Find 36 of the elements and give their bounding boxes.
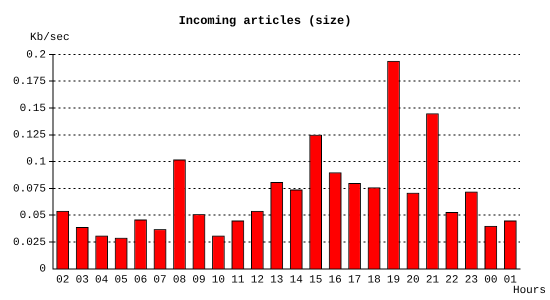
chart-title: Incoming articles (size) <box>178 14 352 28</box>
y-tick-label: 0 <box>39 264 46 276</box>
x-tick-label: 13 <box>270 274 284 286</box>
x-tick-label: 03 <box>76 274 89 286</box>
x-tick-label: 21 <box>426 274 440 286</box>
x-tick-label: 12 <box>250 274 264 286</box>
x-tick-label: 04 <box>95 274 109 286</box>
x-tick-label: 02 <box>56 274 70 286</box>
x-tick-label: 00 <box>484 274 498 286</box>
y-tick-label: 0.2 <box>26 49 46 62</box>
x-tick-label: 17 <box>348 274 362 286</box>
x-tick-label: 09 <box>192 274 206 286</box>
x-tick-label: 07 <box>153 274 167 286</box>
x-tick-label: 06 <box>134 274 148 286</box>
x-tick-label: 22 <box>445 274 458 286</box>
x-tick-label: 14 <box>290 274 304 286</box>
x-tick-label: 18 <box>367 274 381 286</box>
x-tick-label: 08 <box>172 274 186 286</box>
y-tick-label: 0.15 <box>20 102 46 115</box>
x-tick-label: 01 <box>504 274 518 286</box>
x-tick-label: 16 <box>328 274 342 286</box>
x-tick-label: 19 <box>386 274 400 286</box>
y-tick-label: 0.025 <box>12 236 46 249</box>
y-tick-label: 0.05 <box>20 210 46 222</box>
y-axis-title: Kb/sec <box>30 32 70 44</box>
x-tick-label: 05 <box>114 274 128 286</box>
x-tick-label: 20 <box>406 274 420 286</box>
x-tick-label: 11 <box>231 274 245 286</box>
x-tick-label: 15 <box>309 274 322 286</box>
x-tick-label: 10 <box>212 274 225 286</box>
y-tick-label: 0.075 <box>12 183 46 196</box>
x-tick-label: 23 <box>464 274 478 286</box>
x-axis-title: Hours <box>512 285 546 298</box>
y-tick-label: 0.125 <box>12 130 46 142</box>
y-tick-label: 0.1 <box>26 156 46 169</box>
y-tick-label: 0.175 <box>12 76 46 88</box>
